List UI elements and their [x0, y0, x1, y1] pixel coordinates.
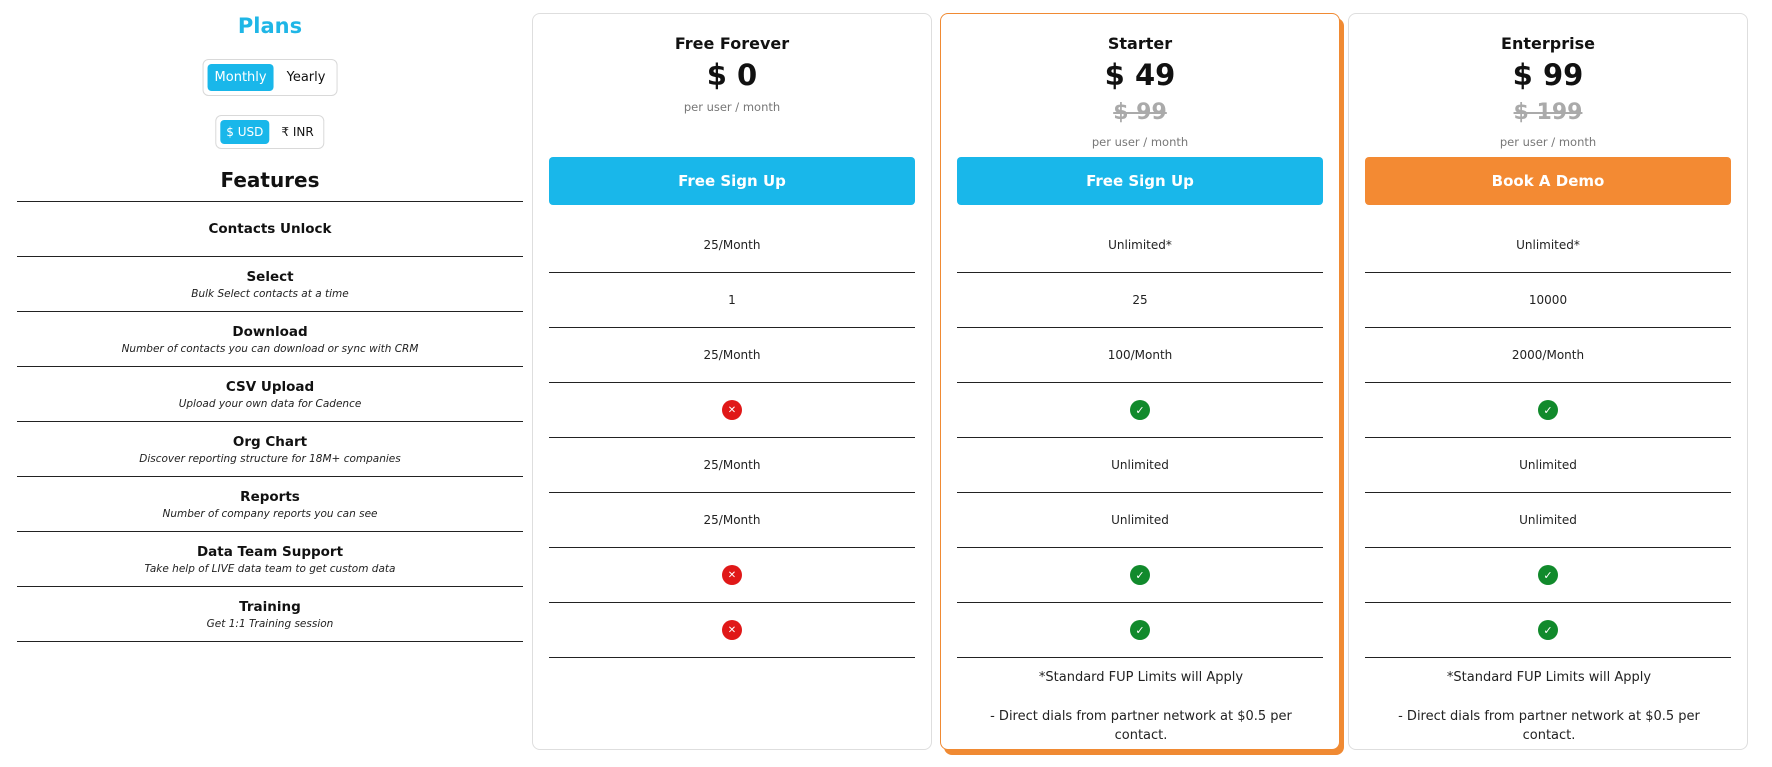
plan-value-cell: ✓	[957, 383, 1323, 438]
currency-toggle[interactable]: $ USD ₹ INR	[215, 115, 325, 149]
plan-value-cell: ✕	[549, 603, 915, 658]
plan-values: Unlimited* 25 100/Month ✓ Unlimited Unli…	[957, 218, 1323, 658]
plan-value-cell: Unlimited*	[1365, 218, 1731, 273]
plan-value-cell: Unlimited	[1365, 493, 1731, 548]
plan-notes: *Standard FUP Limits will Apply - Direct…	[1379, 669, 1719, 746]
feature-name: Org Chart	[232, 433, 308, 450]
plan-value-cell: 10000	[1365, 273, 1731, 328]
direct-dials-note: - Direct dials from partner network at $…	[1398, 708, 1700, 743]
plan-value-cell: ✓	[957, 548, 1323, 603]
feature-name: Download	[232, 323, 308, 340]
check-icon: ✓	[1130, 620, 1150, 640]
billing-monthly-option[interactable]: Monthly	[207, 64, 274, 91]
feature-description: Upload your own data for Cadence	[178, 397, 362, 410]
currency-usd-option[interactable]: $ USD	[220, 120, 270, 144]
plan-values: Unlimited* 10000 2000/Month ✓ Unlimited …	[1365, 218, 1731, 658]
feature-description: Bulk Select contacts at a time	[191, 287, 349, 300]
fup-note: *Standard FUP Limits will Apply	[1446, 670, 1652, 685]
book-a-demo-button[interactable]: Book A Demo	[1365, 157, 1731, 205]
feature-name: Data Team Support	[196, 543, 344, 560]
feature-name: Select	[246, 268, 294, 285]
plan-value-cell: ✓	[957, 603, 1323, 658]
plan-card-enterprise: Enterprise $ 99 $ 199 per user / month B…	[1348, 13, 1748, 750]
free-sign-up-button[interactable]: Free Sign Up	[549, 157, 915, 205]
plan-value-cell: Unlimited	[957, 438, 1323, 493]
plan-value-cell: 25/Month	[549, 328, 915, 383]
plan-price-unit: per user / month	[1091, 135, 1189, 149]
plan-value-cell: ✕	[549, 383, 915, 438]
plan-value-cell: 25/Month	[549, 438, 915, 493]
plans-sidebar: Plans Monthly Yearly $ USD ₹ INR Feature…	[17, 0, 523, 767]
plan-card-free-forever: Free Forever $ 0 per user / month Free S…	[532, 13, 932, 750]
feature-name: CSV Upload	[225, 378, 315, 395]
feature-description: Get 1:1 Training session	[206, 617, 334, 630]
billing-yearly-option[interactable]: Yearly	[286, 70, 326, 85]
cross-icon: ✕	[722, 620, 742, 640]
plan-name: Enterprise	[1501, 34, 1595, 53]
plan-name: Free Forever	[674, 34, 790, 53]
feature-row: Training Get 1:1 Training session	[17, 587, 523, 642]
plan-old-price: $ 99	[1113, 100, 1167, 125]
cross-icon: ✕	[722, 400, 742, 420]
plan-value-cell: Unlimited	[957, 493, 1323, 548]
plan-name: Starter	[1107, 34, 1173, 53]
plan-price: $ 49	[1104, 58, 1176, 92]
check-icon: ✓	[1538, 565, 1558, 585]
starter-sign-up-button[interactable]: Free Sign Up	[957, 157, 1323, 205]
feature-description: Take help of LIVE data team to get custo…	[144, 562, 396, 575]
plan-value-cell: ✓	[1365, 548, 1731, 603]
feature-name: Reports	[240, 488, 300, 505]
features-heading: Features	[220, 168, 320, 192]
plan-value-cell: 2000/Month	[1365, 328, 1731, 383]
plan-value-cell: 1	[549, 273, 915, 328]
plan-value-cell: 25	[957, 273, 1323, 328]
check-icon: ✓	[1538, 620, 1558, 640]
plan-value-cell: ✓	[1365, 603, 1731, 658]
currency-inr-option[interactable]: ₹ INR	[281, 125, 314, 139]
billing-toggle[interactable]: Monthly Yearly	[202, 59, 338, 96]
check-icon: ✓	[1538, 400, 1558, 420]
feature-description: Discover reporting structure for 18M+ co…	[139, 452, 401, 465]
plan-value-cell: Unlimited*	[957, 218, 1323, 273]
feature-description: Number of company reports you can see	[162, 507, 378, 520]
feature-name: Contacts Unlock	[208, 221, 332, 237]
plan-price-unit: per user / month	[683, 100, 781, 114]
plan-notes: *Standard FUP Limits will Apply - Direct…	[971, 669, 1311, 746]
plan-value-cell: Unlimited	[1365, 438, 1731, 493]
feature-row: Contacts Unlock	[17, 202, 523, 257]
direct-dials-note: - Direct dials from partner network at $…	[990, 708, 1292, 743]
feature-row: Reports Number of company reports you ca…	[17, 477, 523, 532]
fup-note: *Standard FUP Limits will Apply	[1038, 670, 1244, 685]
feature-list: Contacts Unlock Select Bulk Select conta…	[17, 201, 523, 642]
feature-row: CSV Upload Upload your own data for Cade…	[17, 367, 523, 422]
plan-values: 25/Month 1 25/Month ✕ 25/Month 25/Month …	[549, 218, 915, 658]
plan-card-starter: Starter $ 49 $ 99 per user / month Free …	[940, 13, 1340, 750]
feature-row: Data Team Support Take help of LIVE data…	[17, 532, 523, 587]
plans-title: Plans	[237, 14, 303, 38]
plan-value-cell: 25/Month	[549, 493, 915, 548]
check-icon: ✓	[1130, 400, 1150, 420]
feature-row: Org Chart Discover reporting structure f…	[17, 422, 523, 477]
feature-name: Training	[239, 598, 301, 615]
plan-value-cell: 100/Month	[957, 328, 1323, 383]
plan-value-cell: 25/Month	[549, 218, 915, 273]
feature-row: Select Bulk Select contacts at a time	[17, 257, 523, 312]
plan-old-price: $ 199	[1513, 100, 1583, 125]
plan-price: $ 0	[706, 58, 758, 92]
feature-description: Number of contacts you can download or s…	[121, 342, 419, 355]
cross-icon: ✕	[722, 565, 742, 585]
plan-price: $ 99	[1512, 58, 1584, 92]
plan-value-cell: ✕	[549, 548, 915, 603]
check-icon: ✓	[1130, 565, 1150, 585]
plan-value-cell: ✓	[1365, 383, 1731, 438]
feature-row: Download Number of contacts you can down…	[17, 312, 523, 367]
plan-price-unit: per user / month	[1499, 135, 1597, 149]
